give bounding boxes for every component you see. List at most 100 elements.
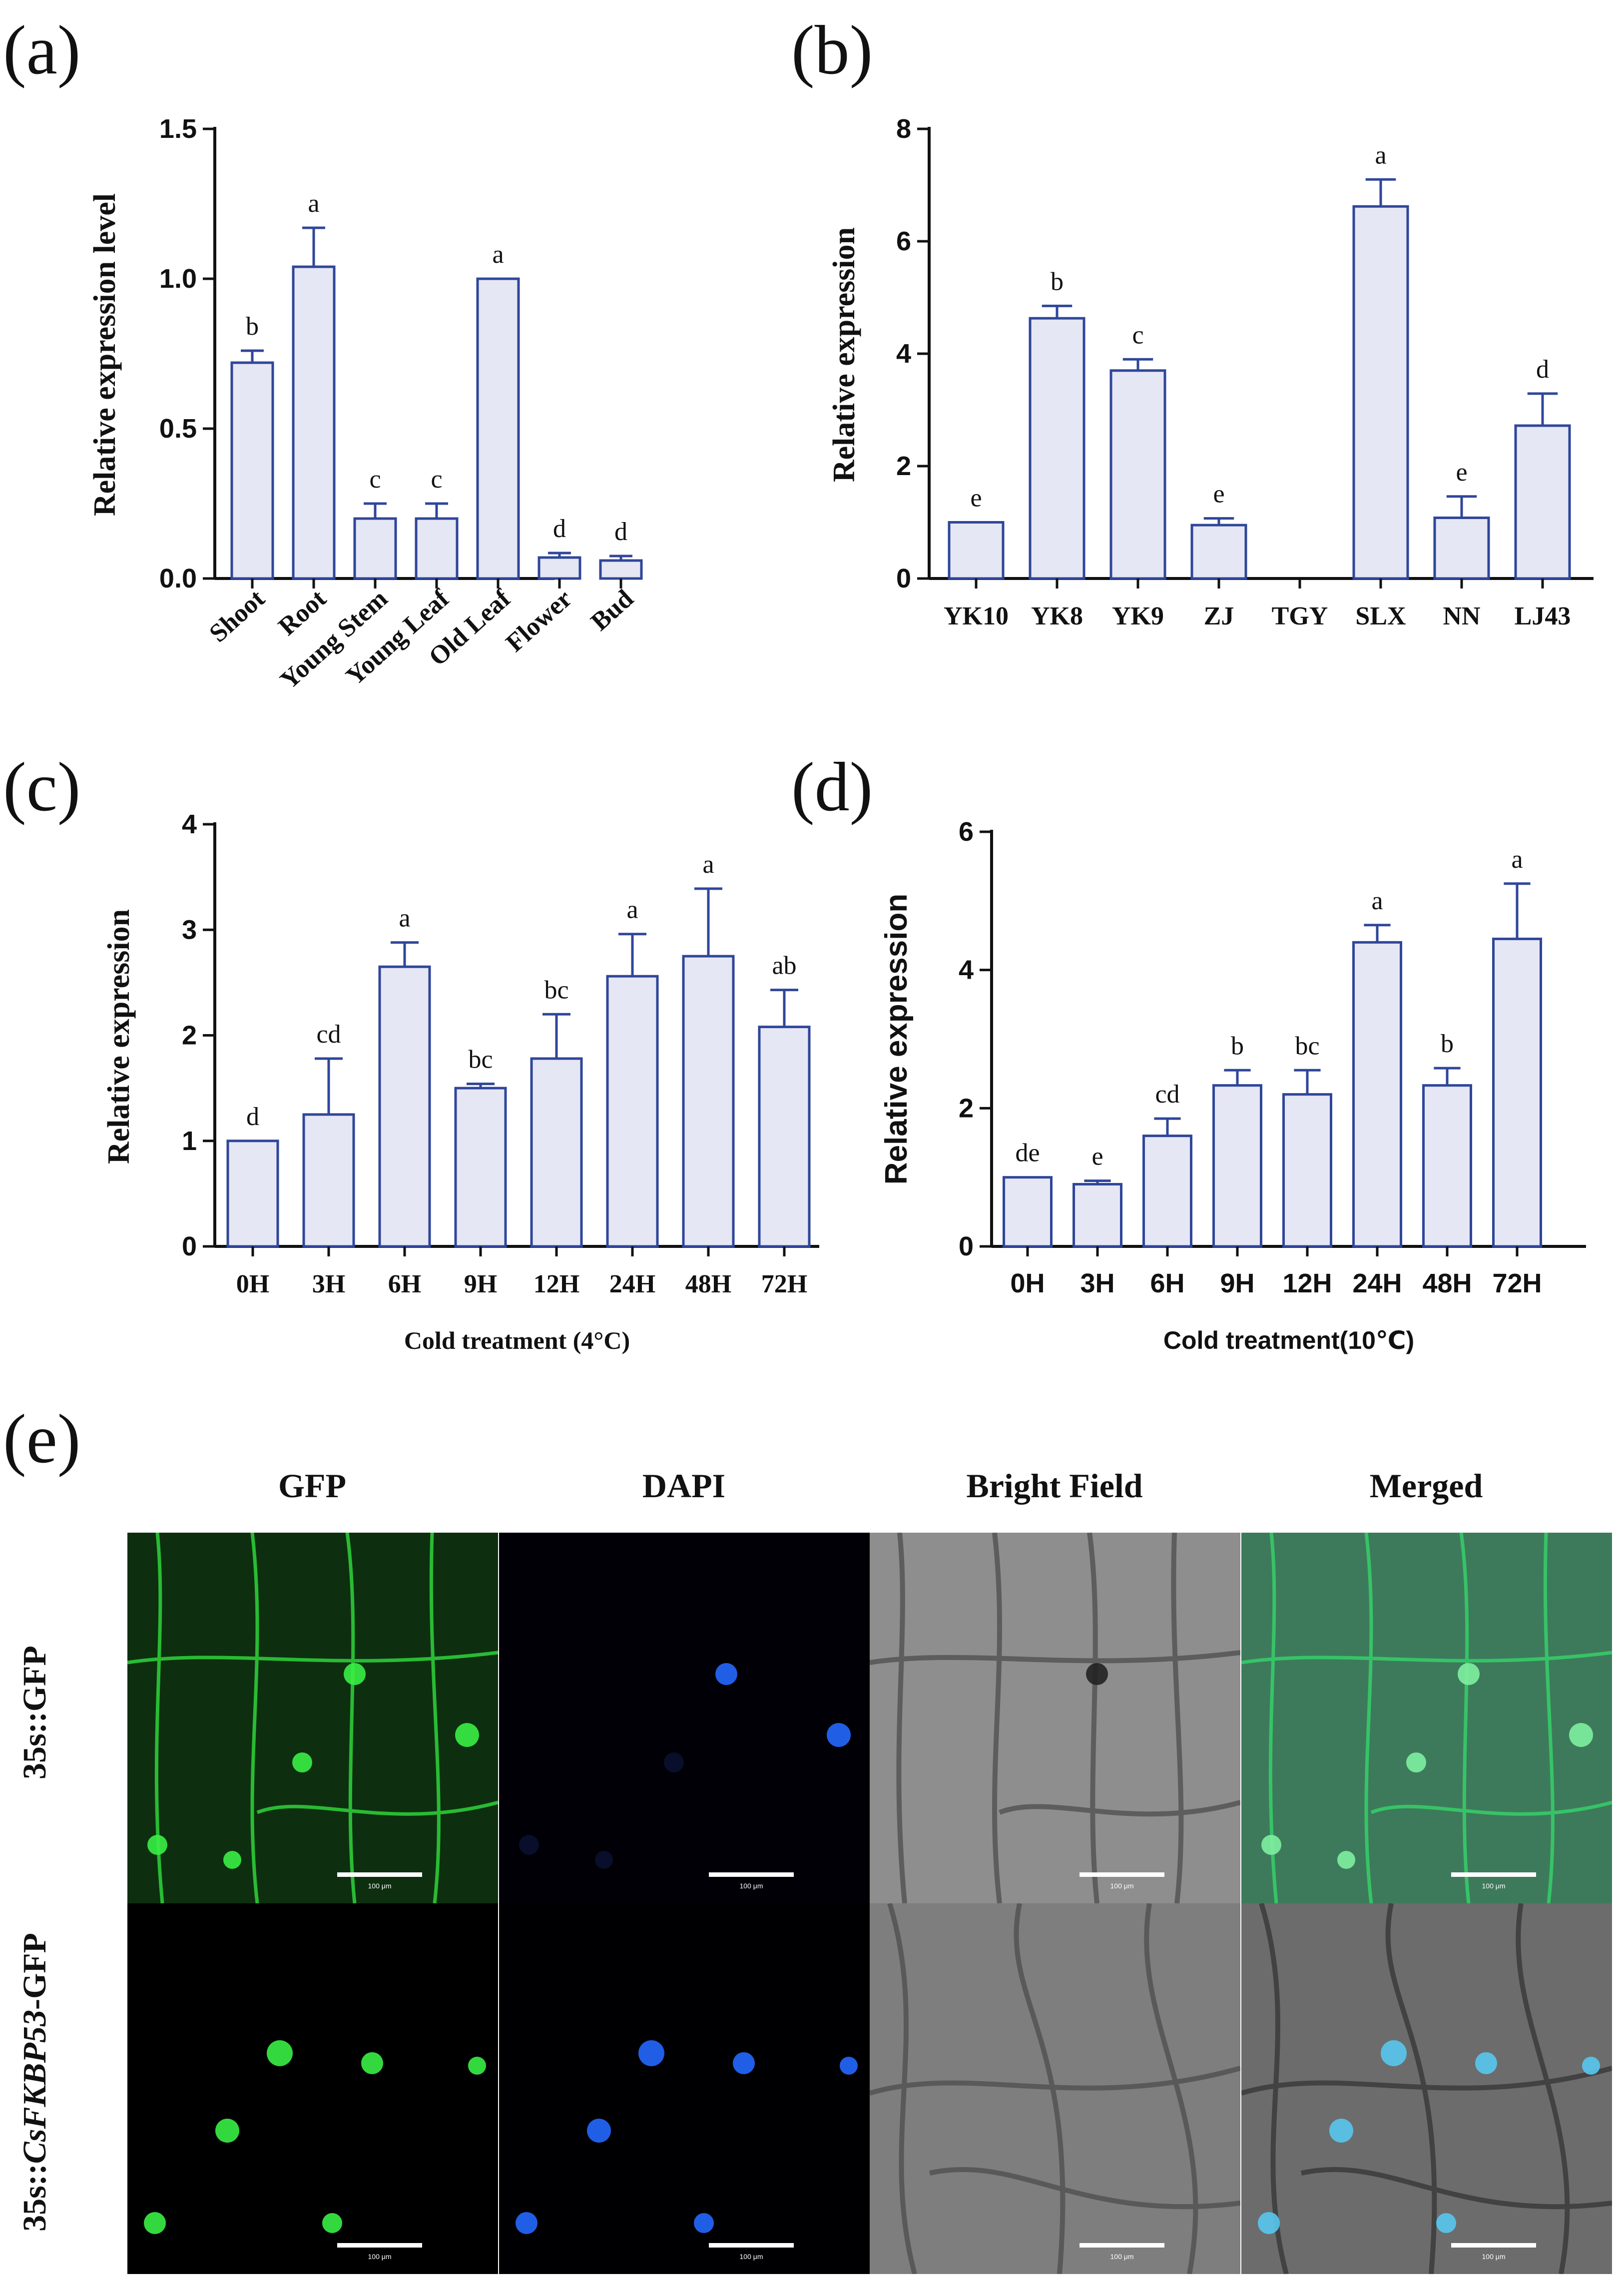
chart-d-xtick-label: 6H <box>1150 1268 1184 1298</box>
chart-b-significance-letter: b <box>1051 267 1064 296</box>
chart-c-significance-letter: bc <box>468 1046 493 1074</box>
micrograph-row1-bright-field: 100 μm <box>870 1533 1240 1903</box>
chart-a-bar <box>230 361 274 580</box>
chart-a-ytick-label: 0.5 <box>159 414 197 444</box>
chart-d-significance-letter: de <box>1015 1139 1040 1167</box>
chart-d-bar <box>1212 1084 1262 1248</box>
chart-b-xtick-label: LJ43 <box>1515 602 1571 630</box>
chart-c-significance-letter: cd <box>316 1020 341 1049</box>
panel-letter-c: (c) <box>3 748 81 826</box>
chart-c-significance-letter: a <box>702 850 714 879</box>
svg-text:100 μm: 100 μm <box>368 2253 392 2261</box>
column-header-bright-field: Bright Field <box>966 1467 1143 1505</box>
micrograph-row1-merged: 100 μm <box>1241 1533 1612 1903</box>
chart-d-bar <box>1492 937 1542 1248</box>
micrograph-row2-gfp: 100 μm <box>127 1903 498 2274</box>
chart-c-bar <box>454 1087 507 1248</box>
chart-b-bar <box>1514 424 1571 580</box>
chart-a-significance-letter: d <box>614 518 627 546</box>
chart-d-x-axis-label: Cold treatment(10℃) <box>1163 1326 1414 1354</box>
chart-d-significance-letter: a <box>1511 845 1523 874</box>
chart-c-xtick-label: 3H <box>312 1270 345 1298</box>
chart-b-xtick-label: TGY <box>1272 602 1328 630</box>
panel-letter-d: (d) <box>791 748 873 826</box>
chart-a-xtick-label: Bud <box>585 584 639 636</box>
chart-b-xtick-label: SLX <box>1355 602 1406 630</box>
chart-a-bar <box>415 517 459 580</box>
chart-a-y-axis-label: Relative expression level <box>88 193 122 516</box>
chart-a-bar <box>538 556 581 580</box>
chart-c-ytick-label: 0 <box>182 1231 197 1261</box>
chart-d-ytick-label: 6 <box>959 817 974 847</box>
chart-c-y-axis-label: Relative expression <box>102 909 136 1164</box>
chart-d-bar <box>1003 1176 1053 1248</box>
chart-c-x-axis-label: Cold treatment (4°C) <box>404 1326 630 1354</box>
chart-d-bar <box>1282 1093 1332 1248</box>
chart-a-ytick-label: 1.0 <box>159 264 197 294</box>
svg-text:100 μm: 100 μm <box>1482 2253 1506 2261</box>
chart-c-xtick-label: 48H <box>685 1270 731 1298</box>
chart-b-y-axis-label: Relative expression <box>827 227 861 482</box>
chart-c-xtick-label: 24H <box>609 1270 655 1298</box>
chart-b-bar <box>948 521 1005 580</box>
chart-a-bar <box>476 277 520 580</box>
chart-c-bar <box>530 1057 583 1248</box>
panel-letter-a: (a) <box>3 11 81 89</box>
micrograph-row1-dapi: 100 μm <box>499 1533 870 1903</box>
chart-c-xtick-label: 0H <box>236 1270 269 1298</box>
row-label-suffix: -GFP <box>16 1933 53 2010</box>
column-header-gfp: GFP <box>278 1467 346 1505</box>
chart-c-ytick-label: 4 <box>182 809 197 839</box>
chart-c-significance-letter: bc <box>544 976 568 1004</box>
chart-b-xtick-label: NN <box>1443 602 1480 630</box>
chart-a-bar <box>292 265 336 580</box>
chart-a-xtick-label: Shoot <box>204 584 270 648</box>
chart-b-significance-letter: e <box>1456 458 1467 487</box>
panel-letter-b: (b) <box>791 11 873 89</box>
chart-b-xtick-label: ZJ <box>1204 602 1234 630</box>
chart-d-significance-letter: b <box>1441 1030 1454 1058</box>
chart-d-ytick-label: 2 <box>959 1093 974 1123</box>
chart-c-xtick-label: 6H <box>388 1270 421 1298</box>
chart-c-ytick-label: 1 <box>182 1126 197 1156</box>
chart-d-xtick-label: 0H <box>1010 1268 1045 1298</box>
chart-b-bar <box>1190 524 1247 580</box>
chart-c-xtick-label: 12H <box>534 1270 579 1298</box>
panel-letter-e: (e) <box>3 1400 81 1478</box>
column-header-merged: Merged <box>1369 1467 1483 1505</box>
chart-b-ytick-label: 6 <box>896 226 911 256</box>
chart-b-xtick-label: YK8 <box>1031 602 1083 630</box>
chart-c-bar <box>758 1026 811 1248</box>
chart-d-ytick-label: 4 <box>959 955 974 985</box>
chart-d-bar <box>1142 1135 1192 1248</box>
chart-b-significance-letter: a <box>1375 141 1386 169</box>
chart-d-xtick-label: 24H <box>1352 1268 1402 1298</box>
chart-d-xtick-label: 12H <box>1282 1268 1332 1298</box>
chart-a-significance-letter: c <box>431 465 442 494</box>
chart-d-ytick-label: 0 <box>959 1231 974 1261</box>
row-label-text: 35s::GFP <box>16 1646 53 1779</box>
chart-d-bar <box>1422 1084 1472 1248</box>
chart-b-significance-letter: d <box>1536 355 1549 384</box>
chart-b-bar <box>1433 517 1490 580</box>
chart-b-significance-letter: e <box>1213 480 1224 509</box>
svg-text:100 μm: 100 μm <box>1482 1882 1506 1890</box>
svg-text:100 μm: 100 μm <box>740 1882 763 1890</box>
chart-c-significance-letter: a <box>399 904 410 933</box>
chart-d-bar <box>1352 941 1402 1248</box>
chart-a-significance-letter: b <box>246 312 259 341</box>
chart-a-significance-letter: a <box>492 240 504 269</box>
chart-d-xtick-label: 9H <box>1220 1268 1254 1298</box>
chart-c-significance-letter: d <box>246 1103 259 1131</box>
chart-a-significance-letter: c <box>369 465 381 494</box>
chart-a-significance-letter: a <box>308 189 319 218</box>
chart-c-bar <box>378 965 431 1248</box>
chart-c-bar <box>302 1113 355 1248</box>
chart-d-significance-letter: e <box>1091 1143 1103 1171</box>
chart-a-xtick-label: Flower <box>501 584 577 658</box>
chart-a-ytick-label: 0.0 <box>159 564 197 593</box>
chart-d-y-axis-label: Relative expression <box>879 894 914 1184</box>
chart-c-xtick-label: 9H <box>464 1270 497 1298</box>
svg-text:100 μm: 100 μm <box>1110 1882 1134 1890</box>
